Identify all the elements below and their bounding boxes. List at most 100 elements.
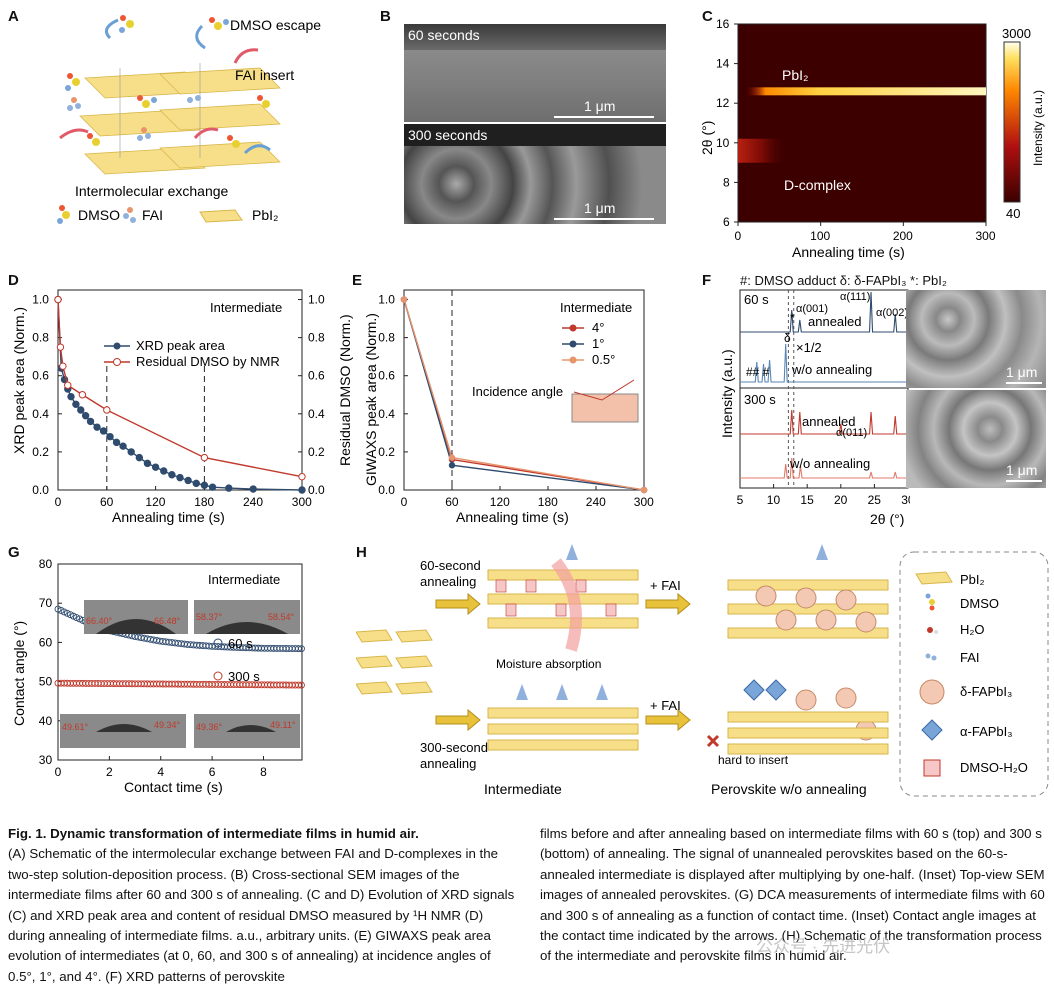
angle-6: 49.34° bbox=[154, 720, 181, 730]
panel-f-xrd: 60 s 300 s annealed annealed w/o anneali… bbox=[719, 289, 910, 527]
angle-2: 66.48° bbox=[154, 616, 181, 626]
d-point-s1 bbox=[77, 406, 85, 414]
h-initial-film bbox=[356, 629, 433, 695]
d-plot-ytick-label: 0.4 bbox=[32, 407, 49, 421]
band-dcomplex-label: D-complex bbox=[784, 177, 851, 193]
d-series-line-2 bbox=[57, 299, 303, 478]
panel-c-heatmap: PbI₂ D-complex 0 100 200 300 6 8 10 12 14 16 Anne… bbox=[699, 17, 1045, 260]
f-star: * bbox=[790, 311, 795, 325]
d-point-s1 bbox=[67, 392, 75, 401]
angle-8: 49.11° bbox=[270, 720, 296, 730]
panel-d-chart: 0 60 120 180 240 3000.0 0.00.2 0.20.4 0.40.6 0.60… bbox=[11, 289, 353, 525]
f-a001: α(001) bbox=[796, 303, 828, 315]
h-perovskite-300s bbox=[727, 711, 889, 755]
d-point-s2 bbox=[78, 391, 87, 399]
g-legend-60s: 60 s bbox=[228, 636, 253, 651]
watermark: 公众号 · 先进光伏 bbox=[756, 937, 891, 956]
f-annealed-60: annealed bbox=[808, 314, 862, 329]
d-plot-ytick-label: 0.6 bbox=[32, 369, 49, 383]
g-plot-xtick-label: 4 bbox=[157, 765, 164, 779]
sem-300s-label: 300 seconds bbox=[408, 127, 488, 143]
d-point-s1 bbox=[208, 483, 217, 491]
g-legend-title: Intermediate bbox=[208, 572, 280, 587]
heatmap-band-pbi2 bbox=[746, 87, 986, 96]
d-point-s1 bbox=[143, 459, 152, 468]
e-plot-xtick-label: 180 bbox=[538, 495, 558, 509]
d-plot-xtick-label: 60 bbox=[100, 495, 114, 509]
h-300s-label-1: 300-second bbox=[420, 740, 488, 755]
h-hard-label: hard to insert bbox=[718, 753, 789, 767]
e-xlabel: Annealing time (s) bbox=[456, 509, 569, 525]
caption-title: Fig. 1. Dynamic transformation of interm… bbox=[8, 826, 419, 841]
e-legend-s1: 4° bbox=[592, 320, 604, 335]
legend-dmso: DMSO bbox=[78, 207, 120, 223]
f-half: ×1/2 bbox=[796, 340, 822, 355]
panel-e-label: E bbox=[352, 272, 363, 289]
f-hash: ## # bbox=[746, 365, 770, 379]
sem-topview-60s: 1 μm bbox=[906, 290, 1046, 388]
g-plot-ytick-label: 60 bbox=[39, 635, 53, 649]
d-point-s1 bbox=[192, 479, 200, 488]
h-legend-item-1: PbI₂ bbox=[960, 572, 985, 587]
h-legend-item-5: δ-FAPbI₃ bbox=[960, 684, 1012, 699]
d-point-s1 bbox=[160, 467, 168, 475]
d-point-s1 bbox=[86, 417, 95, 426]
d-plot-ytick-label: 0.0 bbox=[32, 483, 49, 497]
c-xlabel: Annealing time (s) bbox=[792, 244, 905, 260]
g-point-60s bbox=[294, 645, 302, 653]
d-point-s2 bbox=[200, 453, 209, 462]
d-point-s1 bbox=[93, 423, 101, 431]
g-plot-xtick-label: 8 bbox=[260, 765, 267, 779]
sem-topview-300s: 1 μm bbox=[906, 390, 1046, 488]
f-header: #: DMSO adduct δ: δ-FAPbI₃ *: PbI₂ bbox=[740, 273, 947, 288]
panel-h-label: H bbox=[356, 544, 367, 561]
f-a011: α(011) bbox=[836, 427, 867, 439]
g-inset-top-left: 66.40° 66.48° bbox=[84, 600, 188, 634]
g-plot-xtick-label: 0 bbox=[55, 765, 62, 779]
d-plot-y2tick-label: 0.2 bbox=[308, 445, 325, 459]
d-plot-ytick-label: 0.8 bbox=[32, 331, 49, 345]
d-plot-xtick-label: 0 bbox=[55, 495, 62, 509]
d-legend-series1: XRD peak area bbox=[136, 338, 226, 353]
panel-a-schematic: DMSO escape FAI insert Intermolecular ex… bbox=[57, 15, 321, 224]
d-plot-ytick-label: 1.0 bbox=[32, 293, 49, 307]
caption-left: Fig. 1. Dynamic transformation of interm… bbox=[8, 824, 520, 987]
g-point-300s bbox=[294, 681, 302, 689]
c-ytick-label: 10 bbox=[716, 136, 730, 150]
band-pbi2-label: PbI₂ bbox=[782, 67, 808, 83]
d-point-s1 bbox=[225, 484, 233, 492]
e-ylabel: GIWAXS peak area (Norm.) bbox=[363, 313, 379, 486]
c-xtick-label: 100 bbox=[810, 229, 830, 243]
e-plot-ytick-label: 0.0 bbox=[378, 483, 395, 497]
legend-fai: FAI bbox=[142, 207, 163, 223]
g-plot-xtick-label: 2 bbox=[106, 765, 113, 779]
panel-c-label: C bbox=[702, 8, 713, 25]
d-point-s1 bbox=[119, 442, 127, 450]
e-plot-ytick-label: 0.8 bbox=[378, 331, 395, 345]
panel-g-chart: 0 2 4 6 8 30 40 50 60 70 80 Intermediate 60 s 300 … bbox=[11, 557, 305, 795]
g-point-60s bbox=[66, 611, 74, 619]
dmso-escape-text: DMSO escape bbox=[230, 17, 321, 33]
g-plot-ytick-label: 70 bbox=[39, 596, 53, 610]
e-plot-ytick-label: 1.0 bbox=[378, 293, 395, 307]
g-inset-bottom-right: 49.36° 49.11° bbox=[194, 714, 300, 748]
c-ytick-label: 6 bbox=[723, 215, 730, 229]
f-wo-60: w/o annealing bbox=[791, 362, 872, 377]
panel-f-label: F bbox=[702, 272, 712, 289]
c-ytick-label: 12 bbox=[716, 96, 730, 110]
d-plot-xtick-label: 180 bbox=[194, 495, 214, 509]
e-point-s2 bbox=[448, 462, 456, 469]
dmso-molecules bbox=[65, 15, 270, 148]
g-plot-ytick-label: 30 bbox=[39, 753, 53, 767]
f-scalebar-bottom: 1 μm bbox=[1006, 462, 1038, 478]
d-point-s1 bbox=[168, 471, 176, 479]
c-ylabel: 2θ (°) bbox=[699, 121, 715, 155]
colorbar bbox=[1003, 41, 1021, 203]
h-300s-label-2: annealing bbox=[420, 756, 476, 771]
d-point-s2 bbox=[103, 406, 111, 414]
g-point-60s bbox=[54, 605, 62, 613]
d-plot-y2tick-label: 0.8 bbox=[308, 331, 325, 345]
f-xlabel: 2θ (°) bbox=[870, 511, 904, 527]
h-legend-item-6: α-FAPbI₃ bbox=[960, 724, 1013, 739]
heatmap-band-dcomplex bbox=[738, 138, 788, 163]
